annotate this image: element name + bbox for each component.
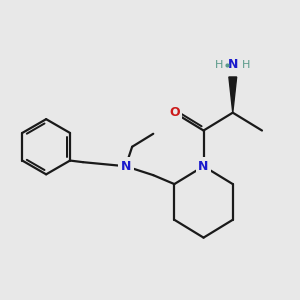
Text: O: O [169, 106, 180, 119]
Text: H: H [215, 60, 223, 70]
Text: N: N [121, 160, 131, 173]
Text: H: H [242, 60, 250, 70]
Text: N: N [228, 58, 238, 71]
Text: N: N [198, 160, 209, 173]
Polygon shape [229, 77, 237, 113]
